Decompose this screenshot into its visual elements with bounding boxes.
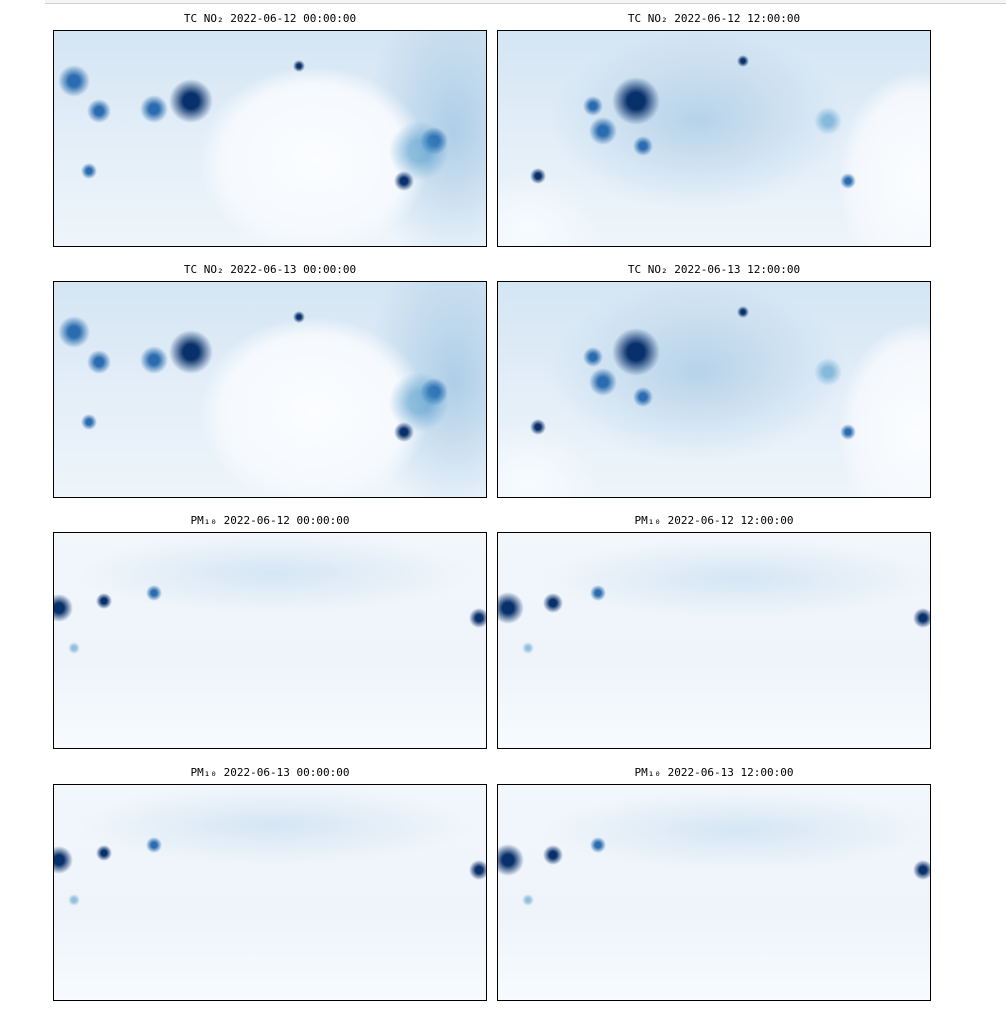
panel-title: TC NO₂ 2022-06-13 00:00:00 <box>183 263 357 276</box>
map-image <box>497 281 931 498</box>
panel-title: PM₁₀ 2022-06-13 12:00:00 <box>634 766 794 779</box>
panel-title: TC NO₂ 2022-06-12 00:00:00 <box>183 12 357 25</box>
map-image <box>53 30 487 247</box>
map-image <box>53 784 487 1001</box>
map-image <box>497 532 931 749</box>
panel-title: TC NO₂ 2022-06-12 12:00:00 <box>627 12 801 25</box>
map-image <box>53 532 487 749</box>
cell-border <box>45 0 1006 4</box>
panel-title: PM₁₀ 2022-06-13 00:00:00 <box>190 766 350 779</box>
panel-title: TC NO₂ 2022-06-13 12:00:00 <box>627 263 801 276</box>
map-image <box>497 30 931 247</box>
panel-title: PM₁₀ 2022-06-12 00:00:00 <box>190 514 350 527</box>
map-image <box>497 784 931 1001</box>
map-image <box>53 281 487 498</box>
panel-title: PM₁₀ 2022-06-12 12:00:00 <box>634 514 794 527</box>
